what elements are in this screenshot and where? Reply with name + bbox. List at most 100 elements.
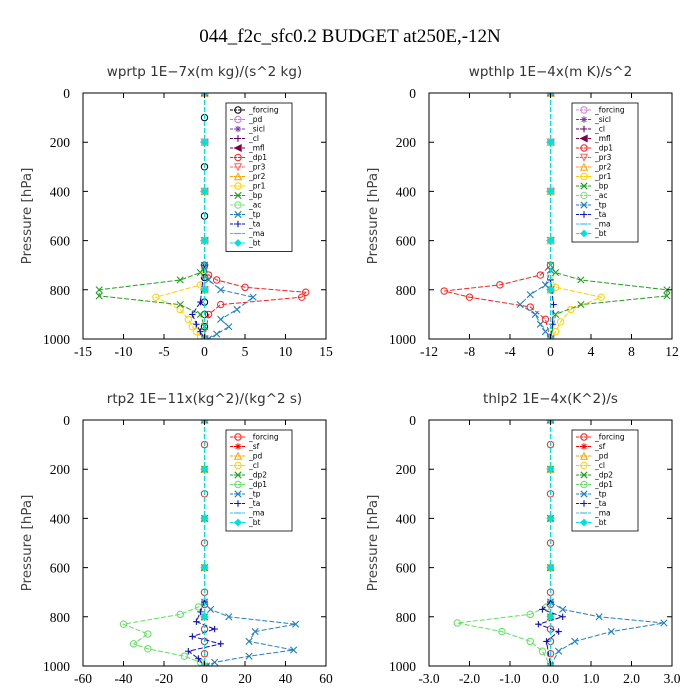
x-tick-label: 3.0	[664, 671, 681, 686]
legend-label: _tp	[248, 490, 261, 499]
series-pr1-line	[154, 93, 205, 339]
legend-entry: _ma	[230, 509, 265, 518]
series-tp-point	[555, 647, 563, 655]
legend-label: _sicl	[248, 125, 265, 134]
x-tick-label: 2.0	[623, 671, 640, 686]
series-tp-point	[200, 420, 209, 424]
panel-1: wprtp 1E−7x(m kg)/(s^2 kg) Pressure [hPa]…	[19, 64, 333, 359]
series-dp1-point	[498, 627, 506, 636]
legend-marker	[580, 461, 588, 470]
legend-entry: _ma	[230, 229, 265, 238]
series-dp1-point	[194, 603, 203, 611]
legend-label: _forcing	[248, 433, 279, 442]
series-ta-point	[211, 625, 218, 633]
legend-marker	[234, 490, 242, 498]
legend-entry: _dp1	[576, 480, 613, 489]
series-bt-point	[546, 514, 555, 523]
series-bt-point	[200, 465, 209, 474]
legend-entry: _pd	[230, 115, 263, 124]
series-tp-point	[233, 305, 241, 314]
legend-label: _dp1	[594, 480, 613, 489]
legend-label: _bt	[594, 229, 607, 238]
legend-label: _pr1	[248, 182, 266, 191]
series-tp-point	[245, 637, 253, 645]
legend-entry: _cl	[576, 125, 605, 134]
legend-entry: _pr1	[230, 182, 266, 191]
series-bp-point	[176, 276, 184, 284]
series-dp1-point	[538, 647, 547, 655]
legend-label: _tp	[594, 490, 607, 499]
legend-entry: _sicl	[576, 115, 611, 124]
x-tick-label: -5	[158, 344, 169, 359]
x-tick-label: 15	[319, 344, 333, 359]
legend-label: _bt	[248, 239, 261, 248]
y-tick-label: 800	[396, 283, 417, 298]
series-ta-point	[535, 620, 542, 628]
series-ta-point	[193, 321, 200, 328]
legend-marker	[580, 182, 588, 190]
series-ta-point	[217, 640, 224, 648]
legend-marker	[580, 471, 588, 479]
legend-label: _dp2	[248, 471, 267, 480]
series-dp1-point	[180, 652, 188, 660]
legend-entry: _sf	[230, 442, 260, 451]
legend-marker	[579, 451, 589, 460]
series-tp-point	[204, 276, 213, 284]
legend-label: _sicl	[594, 115, 611, 124]
series-tp-point	[531, 310, 539, 318]
series-ta-point	[539, 606, 546, 613]
series-tp	[200, 420, 300, 666]
y-tick-label: 200	[396, 135, 417, 150]
legend-marker	[234, 201, 242, 209]
series-bt-point	[200, 285, 209, 294]
series-group	[453, 420, 668, 666]
legend-label: _sf	[248, 442, 260, 451]
x-tick-label: -20	[155, 671, 173, 686]
x-tick-label: -40	[115, 671, 133, 686]
y-tick-label: 600	[396, 561, 417, 576]
series-tp-point	[225, 613, 233, 621]
legend-entry: _ta	[230, 220, 260, 229]
legend-entry: _ta	[576, 210, 606, 219]
y-axis-label: Pressure [hPa]	[365, 168, 381, 265]
series-dp1-point	[526, 637, 534, 646]
series-ta-point	[197, 328, 204, 335]
legend-entry: _pr2	[230, 172, 266, 181]
legend-label: _sf	[594, 442, 606, 451]
legend-marker	[580, 433, 588, 441]
series-bt-point	[546, 612, 555, 621]
legend-entry: _ac	[230, 201, 261, 210]
series-bt-point	[200, 514, 209, 523]
legend-marker	[579, 134, 588, 143]
series-group	[440, 93, 671, 339]
x-tick-label: 5	[242, 344, 249, 359]
legend-label: _bt	[248, 518, 261, 527]
legend-entry: _dp1	[576, 144, 613, 153]
series-dp1-point	[496, 281, 504, 289]
series-tp-point	[546, 93, 555, 97]
series-bt-point	[546, 285, 555, 294]
legend-marker	[234, 433, 242, 441]
legend-entry: _ta	[230, 499, 260, 508]
legend-entry: _dp1	[230, 480, 267, 489]
series-tp-point	[559, 605, 567, 614]
series-tp-point	[292, 620, 300, 628]
series-bp-point	[577, 300, 585, 309]
series-tp-point	[211, 658, 219, 666]
y-axis-label: Pressure [hPa]	[19, 495, 35, 592]
legend-marker	[579, 162, 589, 171]
legend-entry: _mfl	[576, 134, 611, 143]
legend-marker	[233, 163, 243, 172]
series-ta	[547, 93, 557, 339]
series-ta-point	[550, 301, 557, 308]
legend-label: _pr3	[594, 153, 612, 162]
legend-label: _pd	[594, 452, 609, 461]
series-ta-point	[189, 633, 196, 640]
series-dp1-line	[444, 93, 551, 339]
y-tick-label: 800	[50, 283, 71, 298]
y-tick-label: 400	[396, 511, 417, 526]
x-tick-label: -3.0	[418, 671, 440, 686]
legend-marker	[580, 490, 588, 498]
panel-title: rtp2 1E−11x(kg^2)/(kg^2 s)	[107, 391, 302, 407]
x-tick-label: -2.0	[459, 671, 481, 686]
